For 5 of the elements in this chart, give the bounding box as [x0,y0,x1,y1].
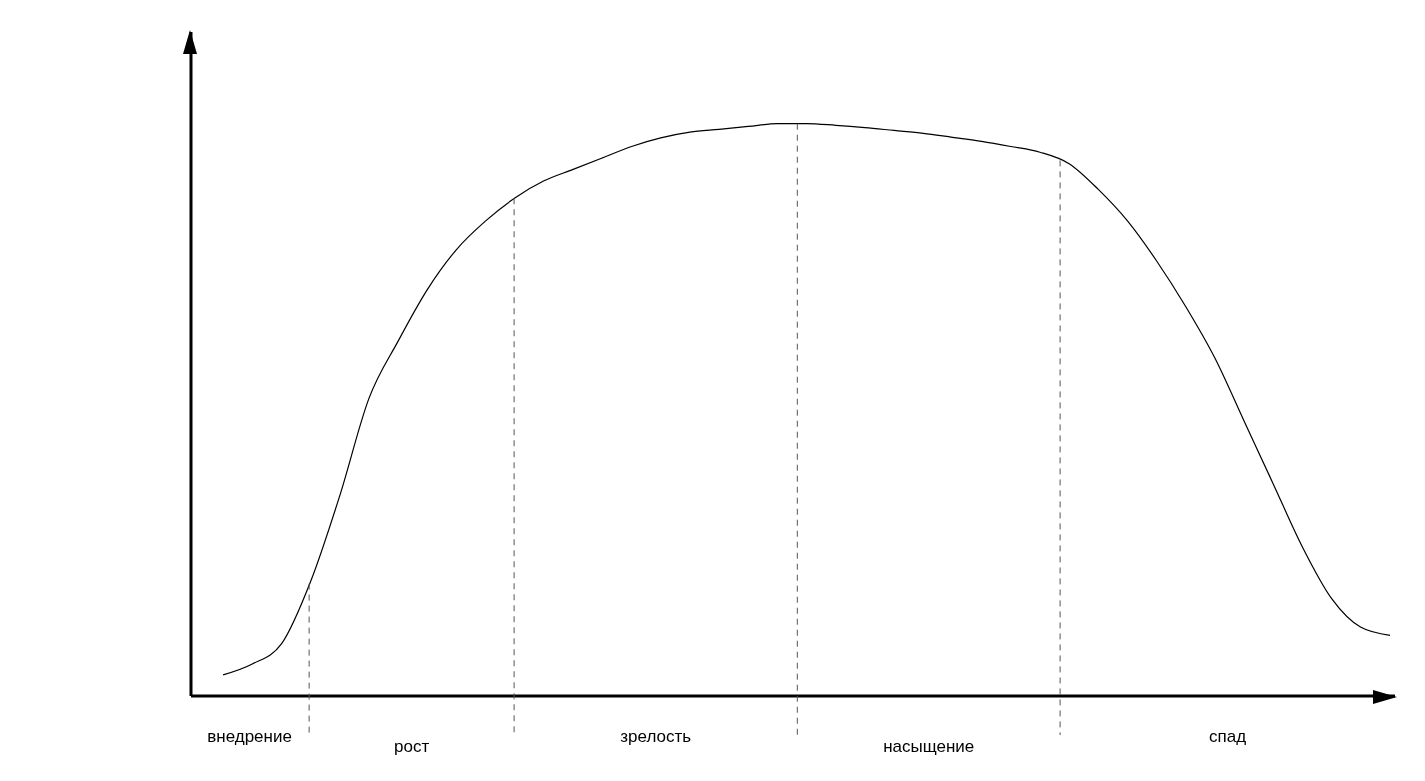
text: зрелость [619,727,693,747]
text: спад [1208,727,1248,747]
text: рост [393,737,431,757]
text: внедрение [206,727,293,747]
text: насыщение [882,737,976,757]
